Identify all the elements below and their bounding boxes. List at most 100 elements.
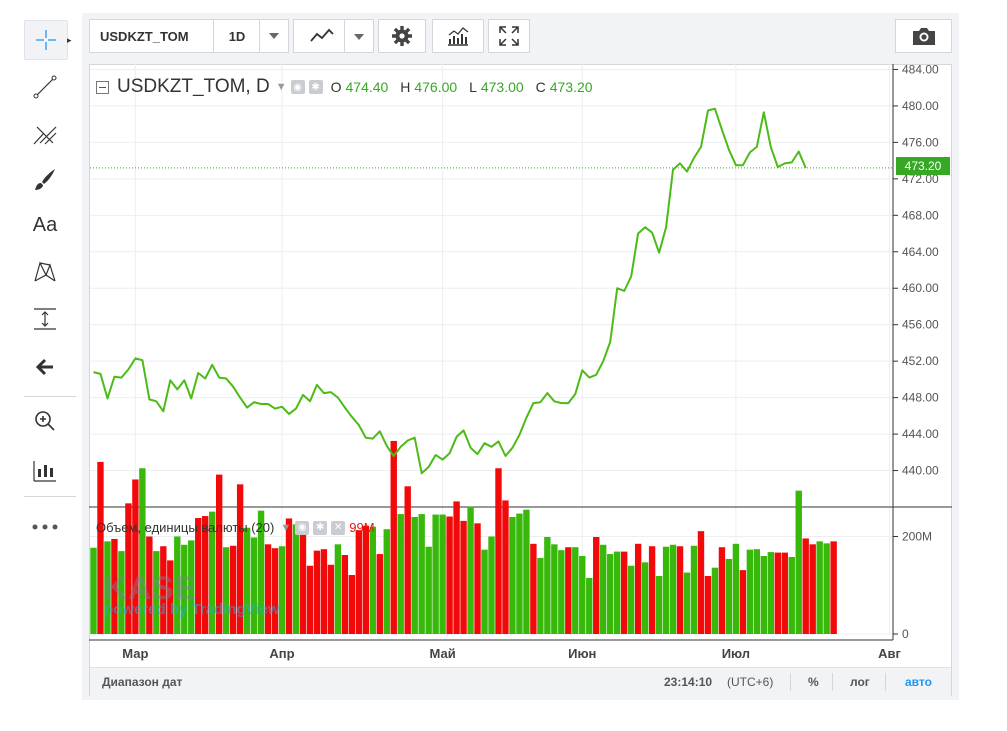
price-tick-label: 456.00 — [902, 318, 939, 332]
volume-bar — [593, 536, 600, 634]
volume-bar — [467, 506, 474, 634]
time-tick-label: Июл — [722, 646, 750, 661]
interval-dropdown[interactable] — [260, 19, 289, 53]
volume-bar — [202, 516, 209, 634]
volume-bar — [181, 544, 188, 634]
zoom-icon[interactable] — [24, 402, 66, 440]
series-legend: USDKZT_TOM, D ▼ ◉ ✱ O 474.40 H 476.00 L 473… — [96, 76, 601, 98]
price-tick-label: 460.00 — [902, 281, 939, 295]
volume-bar — [250, 537, 258, 634]
volume-bar — [167, 560, 174, 634]
volume-bar — [411, 517, 418, 634]
toolbar-divider — [213, 19, 214, 53]
volume-bar — [209, 511, 216, 634]
measure-icon[interactable] — [24, 300, 66, 338]
volume-bar — [390, 440, 397, 634]
toolbar-divider — [344, 19, 345, 53]
volume-bar — [697, 531, 705, 634]
expand-arrow-icon[interactable]: ▸ — [67, 35, 72, 45]
volume-bar — [502, 500, 509, 634]
ohlc-values: O 474.40 H 476.00 L 473.00 C 473.20 — [331, 79, 601, 95]
time-tick-label: Июн — [568, 646, 596, 661]
toolbar-divider — [259, 19, 260, 53]
eye-icon[interactable]: ◉ — [290, 80, 305, 94]
brush-icon[interactable] — [24, 160, 66, 198]
pattern-icon[interactable] — [24, 252, 66, 290]
fullscreen-icon — [499, 26, 519, 46]
arrow-left-icon[interactable] — [24, 348, 66, 386]
date-range-button[interactable]: Диапазон дат — [102, 675, 183, 689]
volume-bar — [809, 544, 816, 634]
collapse-icon[interactable] — [96, 80, 109, 94]
volume-bar — [236, 484, 244, 634]
volume-bar — [760, 556, 768, 634]
volume-bar — [641, 562, 649, 634]
volume-bar — [90, 547, 97, 634]
interval-label: 1D — [228, 28, 246, 44]
crosshair-icon[interactable] — [24, 20, 68, 60]
volume-bar — [160, 546, 167, 634]
interval-button[interactable]: 1D — [214, 19, 260, 53]
volume-bar — [376, 554, 383, 634]
auto-toggle[interactable]: авто — [905, 675, 932, 689]
volume-bar — [488, 536, 495, 634]
volume-bar — [313, 550, 321, 634]
trend-line-icon[interactable] — [24, 68, 66, 106]
volume-bar — [565, 547, 572, 634]
pitchfork-icon[interactable] — [24, 114, 66, 152]
watermark: KASE powered by TradingView — [104, 570, 280, 618]
eye-icon[interactable]: ◉ — [295, 520, 310, 535]
close-icon[interactable]: ✕ — [331, 520, 346, 535]
volume-bar — [460, 520, 467, 634]
volume-bar — [320, 549, 328, 634]
percent-toggle[interactable]: % — [808, 675, 819, 689]
volume-bar — [690, 545, 698, 634]
time-tick-label: Авг — [878, 646, 901, 661]
time-tick-label: Апр — [269, 646, 294, 661]
volume-bar — [327, 564, 335, 634]
volume-bar — [341, 555, 349, 634]
volume-bar — [683, 572, 691, 634]
time-tick-label: Мар — [122, 646, 148, 661]
chevron-down-icon[interactable]: ▼ — [280, 521, 292, 534]
volume-bar — [537, 557, 544, 634]
volume-bar — [530, 543, 537, 634]
bar-chart-icon[interactable] — [24, 452, 66, 490]
gear-icon[interactable]: ✱ — [313, 520, 328, 535]
log-toggle[interactable]: лог — [850, 675, 870, 689]
chevron-down-icon[interactable]: ▼ — [275, 81, 287, 93]
price-tick-label: 440.00 — [902, 464, 939, 478]
snapshot-button[interactable] — [895, 19, 952, 53]
settings-button[interactable] — [378, 19, 426, 53]
volume-bar — [174, 536, 181, 634]
more-icon[interactable] — [24, 508, 66, 546]
volume-bar — [111, 538, 118, 634]
indicators-button[interactable] — [432, 19, 484, 53]
low-label: L — [469, 79, 477, 95]
fullscreen-button[interactable] — [488, 19, 530, 53]
price-tick-label: 444.00 — [902, 427, 939, 441]
volume-bar — [516, 513, 523, 634]
volume-bar — [125, 503, 132, 634]
volume-bar — [299, 532, 307, 634]
gear-icon[interactable]: ✱ — [308, 80, 323, 94]
price-line — [93, 107, 807, 475]
volume-bar — [188, 540, 195, 634]
volume-bar — [153, 551, 160, 634]
volume-bar — [607, 554, 614, 634]
volume-legend: Объем, единицы валюты (20) ▼ ◉ ✱ ✕ 99M — [96, 520, 375, 535]
volume-bar — [195, 517, 202, 634]
chevron-down-icon[interactable] — [354, 34, 364, 40]
clock-time: 23:14:10 — [664, 675, 713, 689]
volume-bar — [586, 577, 593, 634]
volume-bar — [781, 552, 788, 634]
volume-bar — [627, 565, 635, 634]
timezone[interactable]: (UTC+6) — [727, 675, 774, 689]
volume-bar — [746, 549, 754, 634]
price-tick-label: 476.00 — [902, 135, 939, 149]
volume-bar — [362, 525, 370, 634]
price-chart[interactable]: 484.00 480.00 476.00 472.00 468.00 464.00 460.… — [89, 64, 952, 696]
status-divider — [832, 673, 833, 691]
text-icon[interactable]: Aa — [32, 213, 58, 236]
tradingview-credit: powered by TradingView — [104, 601, 280, 618]
